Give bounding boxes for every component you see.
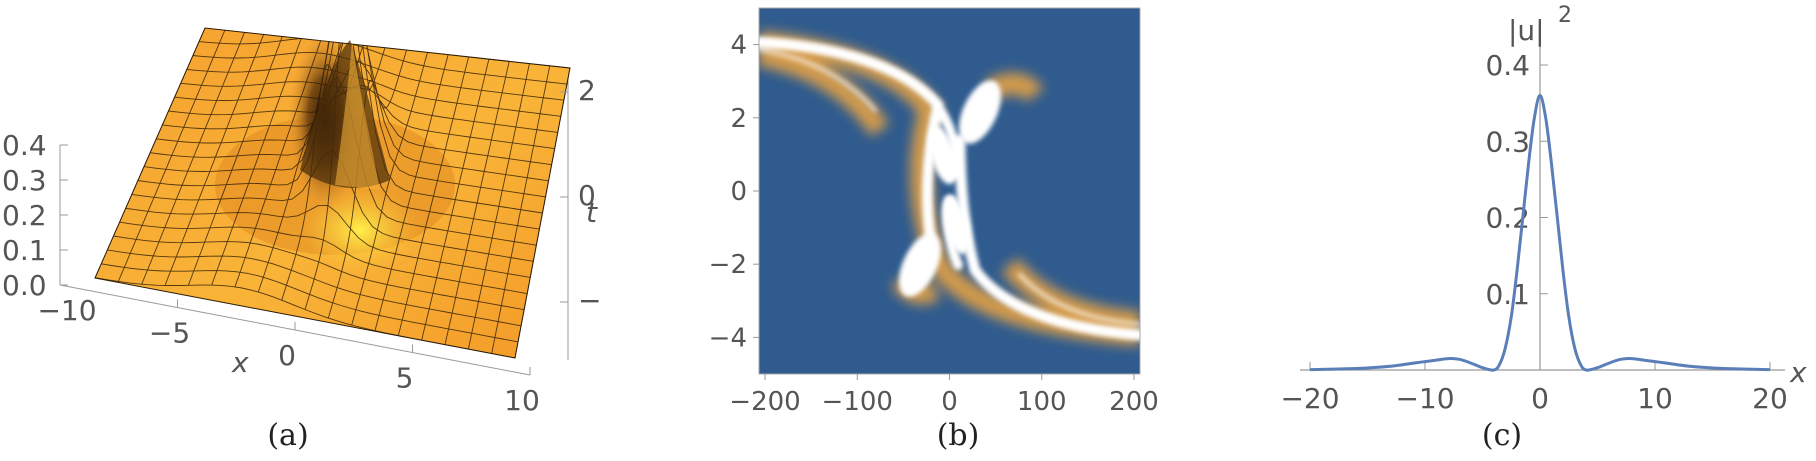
x-tick-label: 0	[941, 387, 958, 417]
x-tick-label: 0	[1531, 382, 1549, 415]
mesh-line	[192, 52, 564, 101]
z-tick-label: 0.4	[2, 129, 47, 162]
surface-plot: 0.00.10.20.30.4 −10 −5 0 5 10 −2 0 2 x t	[2, 27, 619, 417]
y-tick-label: 2	[730, 104, 747, 134]
y-tick-label: 0.1	[1485, 278, 1530, 311]
z-tick-label: 0.1	[2, 234, 47, 267]
z-tick-label: 0.3	[2, 164, 47, 197]
x-tick-label: −5	[149, 317, 190, 350]
z-tick-label: 0.2	[2, 199, 47, 232]
upper-lobe	[958, 80, 1002, 144]
y-tick-label: −2	[709, 250, 747, 280]
t-tick-label: 0	[578, 179, 596, 212]
x-tick-label: −100	[822, 387, 893, 417]
panel-c: −20 −10 0 10 20 0.1 0.2 0.3 0.4 x |u| 2 (c)	[1220, 0, 1816, 461]
x-tick-label: 100	[1017, 387, 1067, 417]
z-tick-label: 0.0	[2, 269, 47, 302]
mesh-line	[198, 37, 567, 85]
t-axis-label: t	[586, 196, 598, 229]
mesh-line	[491, 65, 551, 354]
upper-left-branch	[759, 36, 944, 241]
x-axis-label: x	[231, 346, 249, 379]
x-tick-label: 10	[1637, 382, 1673, 415]
panel-b: −200 −100 0 100 200 4 2 0 −2 −4 (b)	[660, 0, 1180, 461]
x-tick-label: 5	[396, 362, 414, 395]
mesh-line	[186, 66, 561, 117]
series-line	[1309, 93, 1771, 372]
mesh-line	[467, 63, 530, 350]
y-tick-label: −4	[709, 323, 747, 353]
y-tick-label: 4	[730, 31, 747, 61]
x-tick-label: −200	[729, 387, 800, 417]
line-plot: −20 −10 0 10 20 0.10.20.30.4 x |u| 2	[1280, 3, 1807, 415]
panel-c-caption: (c)	[1481, 418, 1523, 453]
t-tick-label: 2	[578, 74, 596, 107]
panel-a-caption: (a)	[267, 418, 309, 453]
x-tick-label: 10	[504, 384, 540, 417]
panel-b-caption: (b)	[936, 418, 980, 453]
y-axis-label-superscript: 2	[1558, 3, 1572, 28]
y-axis-label: |u|	[1508, 14, 1545, 47]
y-tick-label: 0.4	[1485, 49, 1530, 82]
x-tick-label: −20	[1280, 382, 1339, 415]
t-tick-label: −2	[578, 284, 600, 317]
heatmap-plot: −200 −100 0 100 200 4 2 0 −2 −4	[709, 7, 1159, 417]
x-tick-label: 20	[1752, 382, 1788, 415]
y-tick-label: 0.3	[1485, 125, 1530, 158]
lower-lobe	[898, 233, 942, 297]
x-tick-label: 200	[1109, 387, 1159, 417]
lower-right-branch	[954, 134, 1140, 341]
x-tick-label: −10	[37, 294, 96, 327]
y-tick-label: 0	[730, 177, 747, 207]
x-tick-label: −10	[1395, 382, 1454, 415]
panel-a: 0.00.10.20.30.4 −10 −5 0 5 10 −2 0 2 x t (a)	[0, 0, 619, 461]
x-tick-label: 0	[278, 339, 296, 372]
x-axis-label: x	[1789, 356, 1807, 389]
